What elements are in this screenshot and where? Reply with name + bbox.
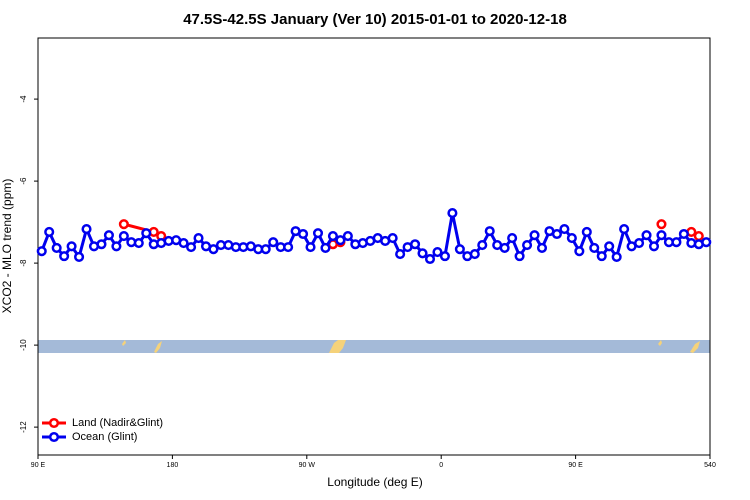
point (484, 226, 495, 237)
point (335, 235, 346, 246)
legend-label: Ocean (Glint) (72, 431, 137, 443)
point (678, 228, 689, 240)
land-patch (658, 340, 662, 346)
point (118, 219, 129, 230)
point (342, 230, 353, 242)
land-patch (329, 340, 346, 353)
x-axis-title: Longitude (deg E) (327, 475, 422, 489)
y-tick-label: -10 (19, 339, 28, 351)
y-axis-title: XCO2 - MLO trend (ppm) (0, 179, 14, 314)
point (208, 244, 219, 255)
point (693, 230, 704, 242)
point (499, 242, 510, 253)
point (417, 248, 428, 259)
point (141, 228, 152, 239)
point (619, 224, 630, 235)
point (589, 242, 600, 253)
x-tick-label: 180 (167, 462, 179, 469)
point (283, 242, 294, 253)
point (178, 237, 189, 249)
land-patch (122, 340, 126, 346)
point (432, 246, 443, 258)
y-tick-label: -6 (19, 177, 28, 185)
point (507, 233, 518, 244)
point (410, 239, 421, 250)
point (193, 233, 204, 244)
point (469, 249, 480, 260)
point (111, 241, 122, 252)
point (424, 253, 436, 265)
point (574, 246, 585, 257)
point (59, 251, 70, 262)
x-tick-label: 90 E (568, 462, 583, 469)
point (559, 224, 570, 235)
point (529, 230, 540, 241)
legend-label: Land (Nadir&Glint) (72, 417, 163, 429)
y-tick-label: -4 (19, 95, 28, 103)
point (36, 246, 47, 257)
x-tick-label: 0 (439, 462, 443, 469)
point (133, 237, 144, 249)
point (611, 251, 622, 263)
point (260, 244, 271, 255)
y-tick-label: -8 (19, 259, 28, 267)
point (74, 251, 85, 263)
point (320, 242, 331, 253)
ocean-band (38, 340, 710, 353)
point (439, 251, 450, 262)
land-patch (690, 341, 700, 353)
point (298, 228, 309, 240)
point (118, 230, 129, 242)
x-tick-label: 90 W (299, 462, 316, 469)
point (514, 251, 525, 262)
legend-marker (48, 417, 60, 429)
point (522, 240, 533, 251)
point (656, 219, 667, 230)
point (447, 208, 458, 219)
y-tick-label: -12 (19, 421, 28, 433)
legend-marker (48, 431, 60, 443)
point (81, 224, 92, 235)
point (641, 230, 652, 241)
point (701, 237, 712, 248)
point (551, 228, 562, 240)
point (96, 239, 107, 250)
point (671, 237, 682, 248)
point (596, 251, 607, 262)
point (103, 230, 114, 241)
point (51, 242, 62, 253)
point (634, 237, 645, 249)
x-tick-label: 90 E (31, 462, 46, 469)
point (648, 241, 660, 252)
point (305, 242, 316, 253)
point (327, 230, 338, 242)
point (312, 228, 324, 239)
point (66, 241, 77, 252)
point (454, 244, 465, 255)
point (44, 226, 55, 237)
point (604, 241, 615, 252)
point (477, 240, 488, 251)
point (656, 230, 667, 241)
point (536, 242, 548, 253)
land-patch (154, 341, 162, 353)
plot-frame (37, 37, 711, 456)
point (186, 242, 197, 253)
point (395, 249, 406, 260)
point (268, 237, 279, 248)
point (387, 233, 398, 244)
surface-band (38, 340, 710, 353)
x-tick-label: 540 (704, 462, 716, 469)
chart-title: 47.5S-42.5S January (Ver 10) 2015-01-01 … (183, 11, 567, 28)
point (581, 226, 592, 237)
point (566, 233, 577, 244)
